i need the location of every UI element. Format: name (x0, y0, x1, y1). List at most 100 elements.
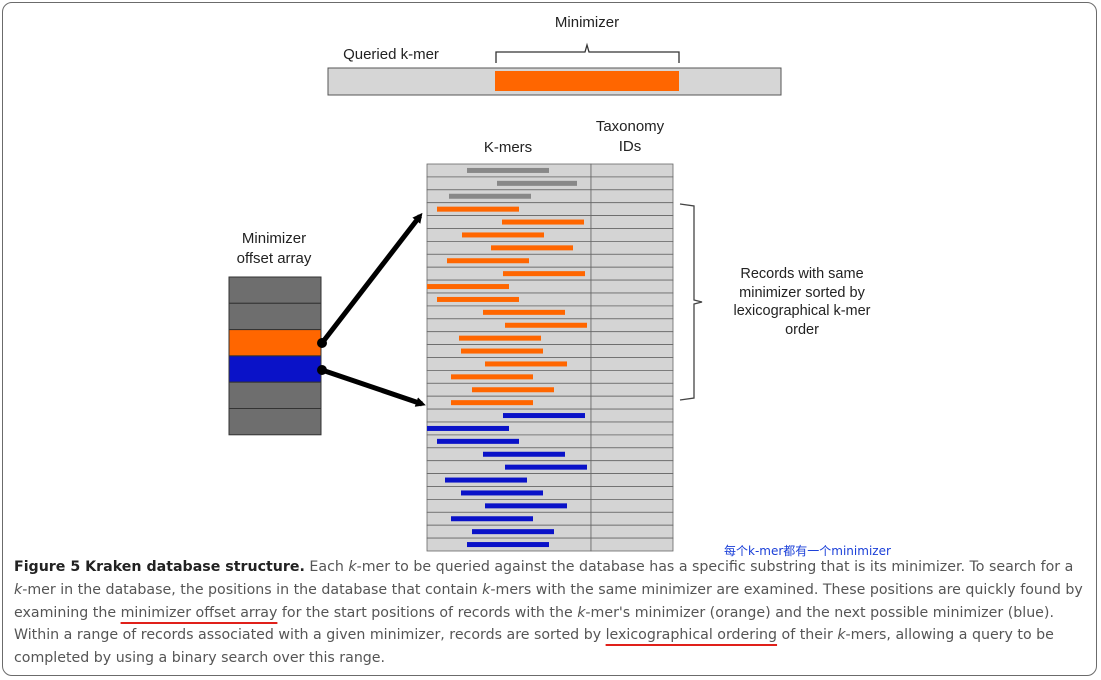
kmer-bar-orange (503, 271, 585, 277)
caption-text: of their (777, 627, 838, 644)
offset-array (228, 276, 322, 436)
taxonomy-cell (590, 511, 674, 526)
taxonomy-cell (590, 357, 674, 371)
underlined-lexicographical-ordering: lexicographical ordering (605, 627, 778, 644)
taxonomy-cell (590, 318, 674, 333)
kmer-bar-blue (467, 542, 549, 548)
caption-text: Each (304, 559, 349, 575)
caption-text: -mers with the same minimizer are examin… (14, 581, 1083, 621)
caption-k: k (577, 604, 586, 621)
minimizer-bracket (495, 42, 680, 63)
kmer-bar-orange (451, 400, 533, 406)
records-note-line2: minimizer sorted by (739, 284, 865, 301)
kmer-bar-orange (447, 258, 529, 264)
offset-array-label: Minimizer offset array (216, 229, 332, 269)
offset-array-cell-gray (228, 302, 322, 331)
underlined-offset-array: minimizer offset array (120, 604, 278, 621)
taxonomy-cell (590, 331, 674, 346)
taxonomy-cell (590, 215, 674, 229)
kmer-bar-orange (437, 206, 519, 212)
queried-minimizer-segment (495, 71, 679, 91)
kmer-bar-gray (449, 193, 531, 199)
kmer-bar-blue (505, 464, 587, 470)
kmer-bar-blue (437, 438, 519, 444)
figure-caption: Figure 5 Kraken database structure. Each… (14, 556, 1084, 670)
kmer-bar-gray (467, 167, 549, 173)
taxonomy-cell (590, 408, 674, 423)
taxonomy-ids-header: Taxonomy IDs (580, 117, 680, 157)
caption-title: Figure 5 Kraken database structure. (14, 559, 305, 575)
kraken-diagram (228, 42, 782, 552)
kmer-bar-blue (461, 490, 543, 496)
taxonomy-cell (590, 395, 674, 410)
taxonomy-cell (590, 344, 674, 358)
caption-text: -mer in the database, the positions in t… (22, 581, 483, 598)
kmers-header: K-mers (483, 139, 533, 156)
taxonomy-cell (590, 447, 674, 462)
taxonomy-cell (590, 253, 674, 268)
offset-array-cell-gray (228, 408, 322, 436)
records-note-line1: Records with same (740, 266, 864, 282)
offset-array-line2: offset array (236, 250, 312, 267)
arrow-origin-blue (317, 365, 327, 375)
caption-k: k (348, 559, 357, 575)
kmer-bar-orange (461, 348, 543, 354)
caption-k: k (482, 581, 491, 598)
taxonomy-cell (590, 434, 674, 449)
taxonomy-cell (590, 202, 674, 216)
offset-array-cell-gray (228, 276, 322, 304)
taxonomy-cell (590, 189, 674, 204)
handwritten-annotation: 每个k-mer都有一个minimizer (724, 544, 891, 558)
arrow-origin-orange (317, 338, 327, 348)
kmer-bar-orange (459, 335, 541, 341)
offset-array-cell-blue (228, 355, 322, 383)
taxonomy-cell (590, 266, 674, 281)
taxonomy-cell (590, 537, 674, 552)
kmer-bar-gray (497, 180, 577, 186)
offset-array-cell-gray (228, 381, 322, 410)
caption-text: -mer's minimizer (orange) and the next p… (14, 604, 1054, 644)
caption-text: -mers, allowing a query to be completed … (14, 627, 1054, 667)
taxonomy-cell (590, 498, 674, 513)
kmer-bar-blue (451, 516, 533, 522)
kmer-bar-orange (505, 322, 587, 328)
taxonomy-cell (590, 176, 674, 191)
taxonomy-cell (590, 382, 674, 397)
minimizer-label: Minimizer (554, 14, 620, 31)
taxonomy-cell (590, 292, 674, 307)
taxonomy-cell (590, 163, 674, 178)
kmer-bar-orange (451, 374, 533, 380)
records-note-line3: lexicographical k-mer (733, 303, 871, 319)
caption-k: k (837, 627, 846, 644)
kmer-bar-orange (427, 284, 509, 290)
arrow-to-orange-records (320, 212, 423, 345)
taxonomy-cell (590, 279, 674, 294)
records-bracket (679, 203, 703, 401)
kmer-bar-blue (503, 413, 585, 419)
taxonomy-ids-line2: IDs (618, 138, 642, 155)
taxonomy-cell (590, 473, 674, 487)
taxonomy-cell (590, 228, 674, 242)
kmer-bar-blue (427, 425, 509, 431)
kmer-bar-orange (502, 219, 584, 225)
kmer-bar-orange (483, 309, 565, 315)
taxonomy-cell (590, 305, 674, 320)
offset-array-line1: Minimizer (241, 230, 307, 247)
taxonomy-cell (590, 524, 674, 539)
queried-kmer-label: Queried k-mer (343, 46, 439, 63)
caption-text: -mer to be queried against the database … (356, 559, 1074, 575)
kmer-bar-orange (485, 361, 567, 367)
kmer-bar-blue (445, 477, 527, 483)
taxonomy-cell (590, 460, 674, 475)
kmer-bar-blue (485, 503, 567, 509)
taxonomy-cell (590, 240, 674, 255)
kmer-bar-orange (472, 387, 554, 393)
records-note: Records with same minimizer sorted by le… (712, 265, 892, 339)
taxonomy-cell (590, 421, 674, 436)
arrow-to-blue-records (321, 367, 426, 407)
offset-array-cell-orange (228, 329, 322, 357)
kmer-bar-blue (483, 451, 565, 457)
records-note-line4: order (785, 321, 819, 338)
caption-k: k (14, 581, 23, 598)
